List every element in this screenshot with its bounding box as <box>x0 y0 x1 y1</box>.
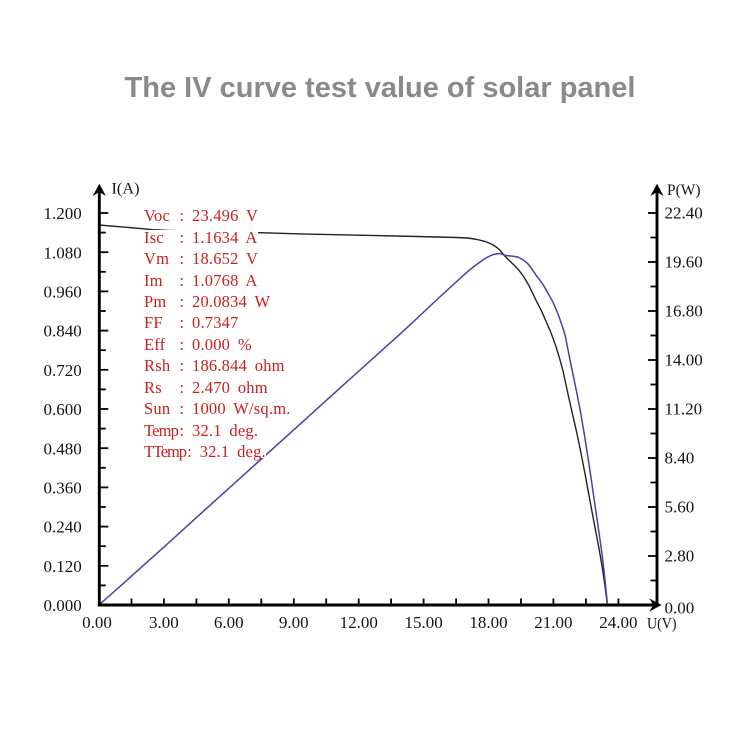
svg-text:2.80: 2.80 <box>665 547 695 566</box>
svg-text:19.60: 19.60 <box>665 253 703 272</box>
svg-text:16.80: 16.80 <box>665 302 703 321</box>
svg-text:3.00: 3.00 <box>149 613 179 632</box>
svg-text:9.00: 9.00 <box>279 613 309 632</box>
svg-text:0.720: 0.720 <box>43 361 81 380</box>
svg-text:1.080: 1.080 <box>43 243 81 262</box>
svg-text:8.40: 8.40 <box>665 449 695 468</box>
svg-text:14.00: 14.00 <box>665 351 703 370</box>
svg-text:11.20: 11.20 <box>665 400 703 419</box>
svg-text:P(W): P(W) <box>667 182 701 199</box>
svg-text:I(A): I(A) <box>112 181 140 198</box>
svg-text:0.00: 0.00 <box>665 599 695 618</box>
svg-text:0.600: 0.600 <box>43 400 81 419</box>
svg-text:21.00: 21.00 <box>534 613 572 632</box>
svg-text:0.960: 0.960 <box>43 283 81 302</box>
svg-text:12.00: 12.00 <box>340 613 378 632</box>
svg-text:5.60: 5.60 <box>665 498 695 517</box>
svg-text:15.00: 15.00 <box>404 613 442 632</box>
svg-text:0.00: 0.00 <box>82 613 112 632</box>
svg-text:0.240: 0.240 <box>43 518 81 537</box>
svg-text:U(V): U(V) <box>647 616 677 633</box>
svg-text:1.200: 1.200 <box>43 204 81 223</box>
svg-text:0.480: 0.480 <box>43 439 81 458</box>
svg-text:0.000: 0.000 <box>43 596 81 615</box>
svg-text:24.00: 24.00 <box>599 613 637 632</box>
svg-text:22.40: 22.40 <box>665 204 703 223</box>
svg-text:0.120: 0.120 <box>43 557 81 576</box>
svg-text:0.360: 0.360 <box>43 479 81 498</box>
svg-text:18.00: 18.00 <box>469 613 507 632</box>
svg-text:0.840: 0.840 <box>43 322 81 341</box>
svg-text:6.00: 6.00 <box>214 613 244 632</box>
